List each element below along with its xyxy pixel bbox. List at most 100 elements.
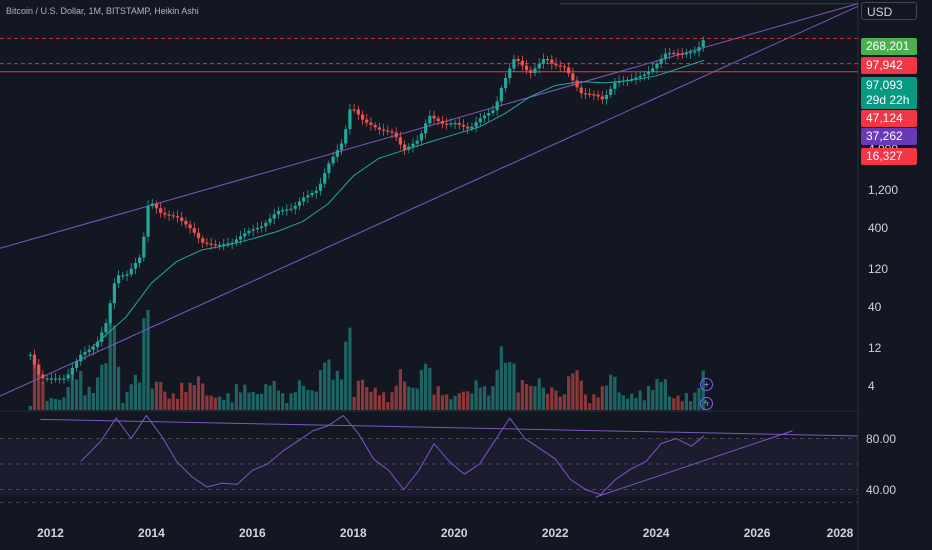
candle	[588, 93, 592, 95]
volume-bar	[205, 395, 209, 410]
volume-bar	[457, 393, 461, 410]
candle	[45, 378, 49, 380]
candle	[159, 208, 163, 213]
volume-bar	[642, 400, 646, 410]
volume-bar	[567, 376, 571, 410]
candle	[365, 119, 369, 123]
volume-bar	[91, 392, 95, 410]
candle	[180, 217, 184, 222]
volume-bar	[495, 369, 499, 410]
candle	[621, 80, 625, 82]
volume-bar	[87, 386, 91, 410]
candle	[108, 303, 112, 324]
candle	[550, 59, 554, 64]
volume-bar	[386, 402, 390, 410]
candle	[520, 60, 524, 66]
candle	[255, 227, 259, 230]
volume-bar	[663, 379, 667, 410]
candle	[297, 201, 302, 206]
candle	[689, 52, 693, 54]
volume-bar	[108, 323, 112, 410]
volume-bar	[588, 403, 592, 410]
candle	[600, 96, 604, 100]
volume-bar	[79, 370, 83, 410]
candle	[230, 242, 234, 244]
volume-bar	[491, 386, 495, 410]
volume-bar	[41, 381, 45, 410]
candle	[634, 77, 638, 79]
candle	[272, 214, 276, 219]
volume-bar	[318, 369, 323, 410]
candle	[407, 146, 411, 150]
candle	[171, 215, 175, 217]
candle	[676, 53, 680, 55]
volume-bar	[104, 363, 108, 410]
candle	[562, 66, 567, 68]
rsi-trend-line	[40, 418, 859, 437]
volume-bar	[419, 370, 424, 410]
candle	[537, 63, 541, 69]
volume-bar	[613, 376, 617, 410]
time-tick-label: 2012	[37, 526, 64, 540]
volume-bar	[117, 366, 121, 410]
candle	[87, 349, 91, 353]
price-tick-label: 12	[868, 341, 882, 356]
volume-bar	[562, 394, 567, 410]
candle	[508, 68, 512, 78]
candle	[83, 352, 87, 355]
volume-bar	[655, 378, 659, 410]
candle	[251, 229, 255, 231]
candle	[697, 46, 701, 52]
volume-bar	[693, 392, 697, 410]
volume-bar	[609, 374, 613, 410]
candle	[373, 124, 377, 128]
volume-bar	[310, 390, 314, 410]
rsi-band	[0, 438, 858, 496]
candle	[360, 114, 365, 120]
candle	[323, 173, 327, 184]
volume-bar	[604, 385, 609, 410]
candle	[466, 126, 470, 129]
volume-bar	[226, 393, 230, 410]
channel-line	[0, 3, 859, 249]
candle	[424, 123, 428, 134]
volume-bar	[541, 387, 545, 410]
candle	[575, 80, 579, 88]
volume-bar	[281, 393, 285, 410]
volume-bar	[314, 391, 318, 410]
candle	[499, 88, 503, 102]
price-tag: 97,942	[861, 57, 917, 74]
rsi-tick-label: 80.00	[866, 431, 897, 446]
volume-bar	[121, 403, 125, 410]
candle	[684, 53, 688, 55]
plus-icon[interactable]: +	[700, 378, 713, 391]
currency-selector[interactable]: USD	[861, 2, 917, 20]
volume-bar	[66, 386, 70, 410]
volume-bar	[550, 387, 554, 410]
volume-bar	[365, 386, 369, 410]
volume-bar	[470, 393, 474, 410]
candle	[411, 143, 415, 147]
candle	[440, 121, 445, 124]
volume-bar	[625, 398, 630, 410]
candle	[154, 203, 159, 209]
candle	[243, 233, 247, 237]
volume-bar	[243, 384, 247, 410]
candle	[394, 132, 398, 138]
volume-bar	[546, 393, 550, 410]
candle	[104, 323, 108, 333]
price-tag: 268,201	[861, 38, 917, 55]
volume-bar	[533, 386, 537, 410]
volume-bar	[323, 362, 327, 410]
candle	[205, 242, 209, 244]
lightning-icon[interactable]: ϟ	[700, 397, 713, 410]
candle	[314, 190, 318, 194]
volume-bar	[138, 382, 142, 410]
volume-bar	[596, 397, 600, 410]
volume-bar	[575, 370, 579, 410]
candle	[663, 53, 667, 59]
price-tag-value: 268,201	[866, 39, 910, 53]
candle	[701, 40, 705, 47]
time-tick-label: 2014	[138, 526, 165, 540]
